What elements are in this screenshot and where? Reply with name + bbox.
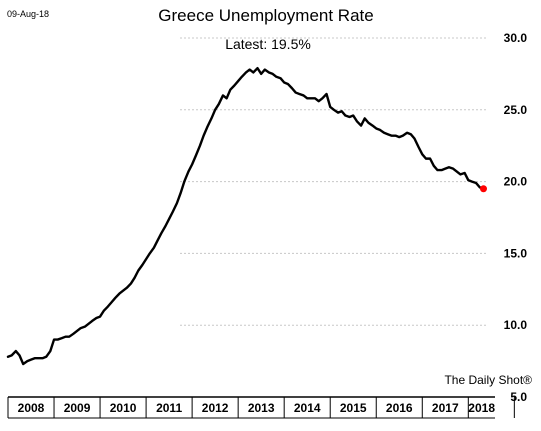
y-tick-5: 5.0 [510,390,527,404]
source-label: The Daily Shot® [444,373,532,387]
x-tick-2017: 2017 [432,401,459,415]
y-tick-25: 25.0 [504,103,528,117]
x-tick-2012: 2012 [202,401,229,415]
x-tick-2011: 2011 [156,401,182,415]
unemployment-line [6,66,485,366]
x-axis: 2008 2009 2010 2011 2012 2013 2014 2015 … [7,396,515,419]
chart-title: Greece Unemployment Rate [158,6,373,25]
x-tick-2010: 2010 [110,401,137,415]
y-axis-labels: 30.0 25.0 20.0 15.0 10.0 5.0 [504,31,528,404]
latest-label: Latest: 19.5% [225,36,311,52]
date-label: 09-Aug-18 [7,9,49,19]
y-tick-20: 20.0 [504,175,528,189]
latest-point-marker [479,185,487,193]
x-tick-2015: 2015 [340,401,367,415]
horizontal-gridlines [180,37,488,326]
y-tick-30: 30.0 [504,31,528,45]
x-tick-2016: 2016 [386,401,413,415]
y-tick-10: 10.0 [504,318,528,332]
x-tick-2009: 2009 [64,401,91,415]
x-tick-2014: 2014 [294,401,321,415]
x-tick-2008: 2008 [18,401,45,415]
x-tick-2013: 2013 [248,401,275,415]
y-tick-15: 15.0 [504,246,528,260]
x-tick-2018: 2018 [468,401,495,415]
